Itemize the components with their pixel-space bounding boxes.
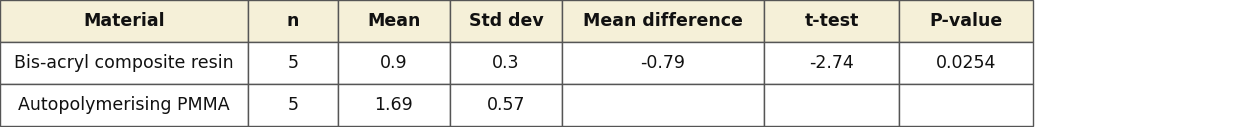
Bar [899,0,1033,42]
Bar [562,0,764,42]
Text: 5: 5 [287,54,298,72]
Text: Autopolymerising PMMA: Autopolymerising PMMA [18,96,229,114]
Bar [764,84,899,126]
Bar [248,0,338,42]
Bar [0,0,248,42]
Bar [899,84,1033,126]
Bar [248,84,338,126]
Bar [562,84,764,126]
Text: 0.57: 0.57 [487,96,525,114]
Text: Material: Material [83,12,165,30]
Text: Bis-acryl composite resin: Bis-acryl composite resin [15,54,234,72]
Text: Mean difference: Mean difference [583,12,743,30]
Text: 1.69: 1.69 [375,96,413,114]
Text: 0.0254: 0.0254 [936,54,996,72]
Bar [248,42,338,84]
Text: t-test: t-test [804,12,858,30]
Bar [450,42,562,84]
Bar [450,84,562,126]
Bar [764,42,899,84]
Text: -0.79: -0.79 [640,54,686,72]
Bar [0,42,248,84]
Text: -2.74: -2.74 [809,54,854,72]
Bar [0,84,248,126]
Text: P-value: P-value [930,12,1002,30]
Bar [562,42,764,84]
Text: Mean: Mean [367,12,420,30]
Text: 0.3: 0.3 [492,54,520,72]
Text: Std dev: Std dev [469,12,544,30]
Bar [338,0,450,42]
Text: n: n [287,12,300,30]
Bar [450,0,562,42]
Bar [338,42,450,84]
Bar [764,0,899,42]
Text: 0.9: 0.9 [380,54,408,72]
Bar [899,42,1033,84]
Bar [338,84,450,126]
Text: 5: 5 [287,96,298,114]
